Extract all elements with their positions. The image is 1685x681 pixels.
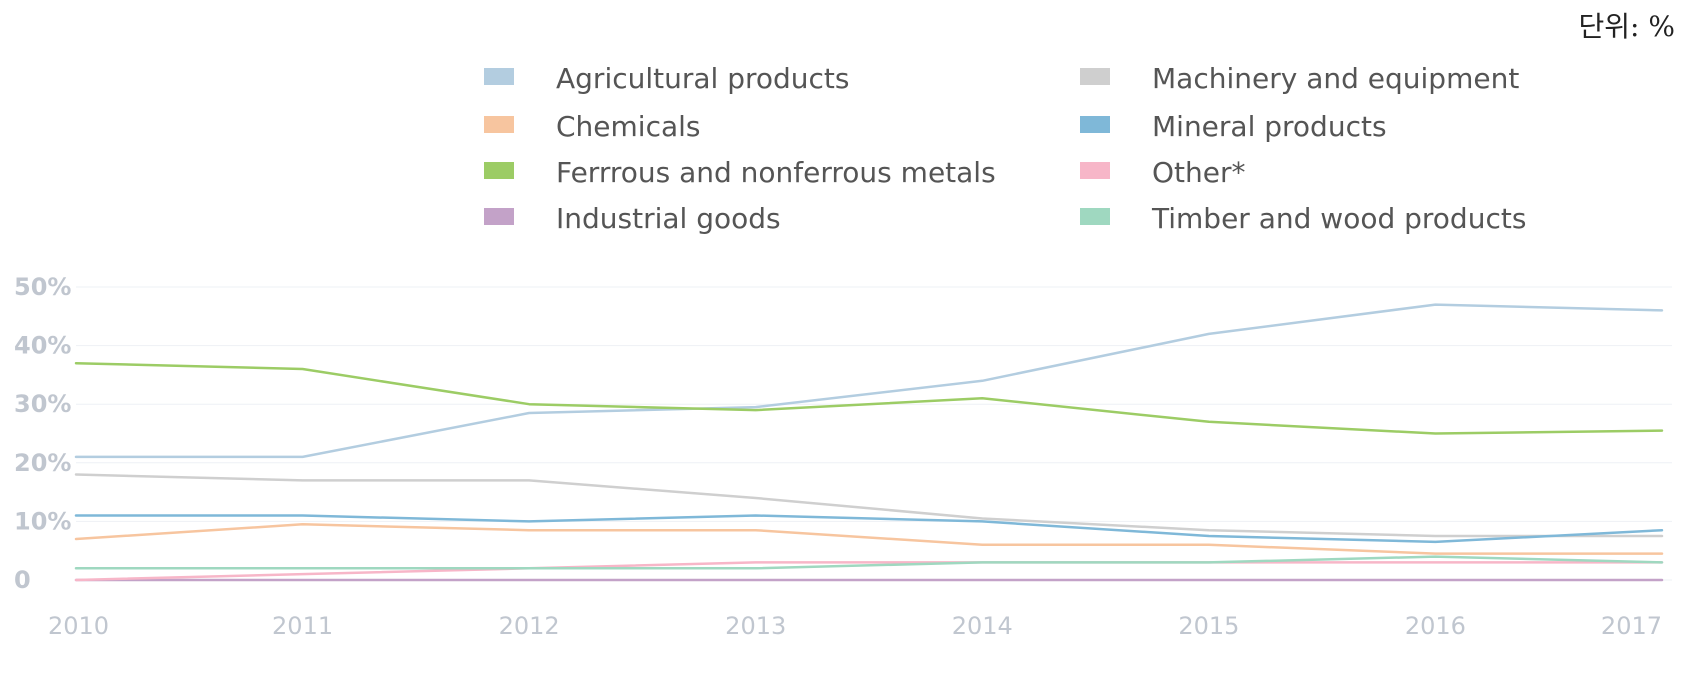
y-tick-label: 20%: [14, 449, 71, 477]
x-tick-label: 2015: [1178, 612, 1239, 640]
series-line: [74, 561, 1664, 582]
y-axis: 0 10% 20% 30% 40% 50%: [14, 273, 71, 594]
series-line: [74, 303, 1664, 459]
legend-label: Industrial goods: [556, 202, 781, 235]
x-tick-label: 2013: [725, 612, 786, 640]
y-tick-label: 0: [14, 566, 31, 594]
x-tick-label: 2016: [1405, 612, 1466, 640]
series-line: [74, 473, 1664, 538]
legend-swatch: [1080, 68, 1110, 85]
legend-label: Machinery and equipment: [1152, 62, 1519, 95]
series-line: [74, 361, 1664, 435]
x-axis: 2010 2011 2012 2013 2014 2015 2016 2017: [48, 612, 1662, 640]
y-tick-label: 50%: [14, 273, 71, 301]
series-lines: [74, 303, 1664, 582]
series-line: [74, 523, 1664, 555]
unit-label: 단위: %: [1579, 10, 1675, 43]
x-tick-label: 2011: [272, 612, 333, 640]
legend-swatch: [484, 68, 514, 85]
legend-label: Timber and wood products: [1151, 202, 1526, 235]
y-tick-label: 30%: [14, 390, 71, 418]
legend-swatch: [484, 208, 514, 225]
legend-label: Other*: [1152, 156, 1246, 189]
series-line: [74, 514, 1664, 544]
y-tick-label: 10%: [14, 507, 71, 535]
x-tick-label: 2017: [1601, 612, 1662, 640]
x-tick-label: 2012: [499, 612, 560, 640]
x-tick-label: 2014: [952, 612, 1013, 640]
legend: Agricultural products Chemicals Ferrrous a…: [484, 62, 1526, 235]
legend-swatch: [1080, 162, 1110, 179]
legend-swatch: [1080, 208, 1110, 225]
x-tick-label: 2010: [48, 612, 109, 640]
legend-label: Mineral products: [1152, 110, 1387, 143]
legend-swatch: [484, 162, 514, 179]
series-line: [74, 555, 1664, 570]
legend-swatch: [1080, 116, 1110, 133]
legend-swatch: [484, 116, 514, 133]
y-tick-label: 40%: [14, 332, 71, 360]
legend-label: Chemicals: [556, 110, 701, 143]
legend-label: Ferrrous and nonferrous metals: [556, 156, 996, 189]
legend-label: Agricultural products: [556, 62, 850, 95]
